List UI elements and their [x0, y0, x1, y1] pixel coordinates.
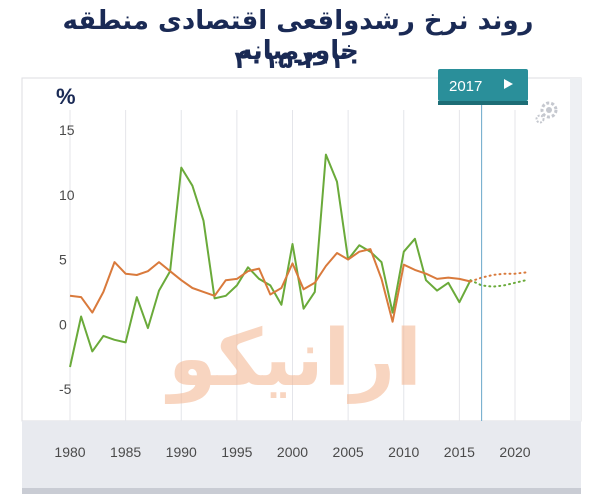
- gear-icon[interactable]: [535, 101, 558, 124]
- watermark: ارانیکو: [164, 314, 422, 404]
- x-axis-ticks: 1980 1985 1990 1995 2000 2005 2010 2015 2020: [54, 444, 530, 460]
- x-tick-label: 1980: [54, 444, 85, 460]
- timeline-bar[interactable]: [22, 488, 581, 494]
- chart-title-line2: ۲۰۱۵-۲۰۲۰: [234, 46, 362, 74]
- scrollbar-track[interactable]: [570, 78, 581, 421]
- x-tick-label: 1985: [110, 444, 141, 460]
- x-tick-label: 2000: [277, 444, 308, 460]
- play-button[interactable]: 2017: [438, 69, 528, 105]
- y-tick-label: 15: [59, 122, 75, 138]
- y-axis-ticks: 15 10 5 0 -5: [59, 122, 75, 397]
- play-button-label: 2017: [449, 78, 482, 95]
- x-tick-label: 1990: [166, 444, 197, 460]
- y-tick-label: -5: [59, 381, 72, 397]
- x-tick-label: 1995: [221, 444, 252, 460]
- y-tick-label: 5: [59, 252, 67, 268]
- chart-title-line1: روند نرخ رشدواقعی اقتصادی منطقه خاورمیان…: [62, 6, 534, 66]
- series-projection-2: [469, 271, 528, 283]
- series-line-1: [69, 153, 472, 368]
- y-tick-label: 10: [59, 187, 75, 203]
- y-tick-label: 0: [59, 316, 67, 332]
- series-projection-1: [469, 279, 528, 288]
- x-axis-panel: [22, 421, 581, 491]
- x-tick-label: 2005: [333, 444, 364, 460]
- x-tick-label: 2010: [388, 444, 419, 460]
- series-lines: [69, 153, 528, 368]
- x-tick-label: 2020: [499, 444, 530, 460]
- x-tick-label: 2015: [444, 444, 475, 460]
- series-line-2: [69, 248, 471, 323]
- unit-label: %: [56, 84, 76, 109]
- play-icon: [504, 79, 513, 89]
